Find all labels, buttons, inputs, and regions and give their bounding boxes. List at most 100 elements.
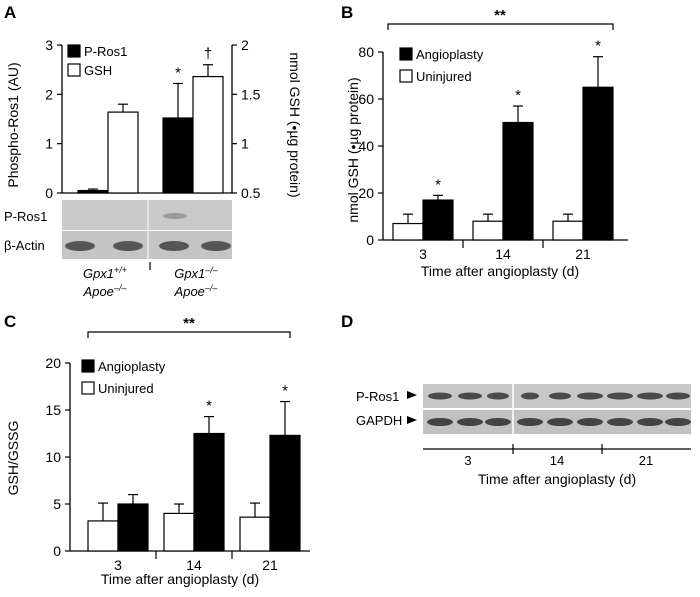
a-plot-area: 0 1 2 3 0.5 1 1.5 2 * † P-Ros1 GSH	[45, 37, 260, 201]
c-bar-angioplasty	[269, 434, 301, 552]
a-left-axis-label: Phospho-Ros1 (AU)	[5, 62, 21, 187]
c-y-axis-label: GSH/GSSG	[5, 421, 21, 496]
c-significance-label: **	[183, 315, 195, 332]
panel-d: D P-Ros1 GAPDH 3 14 21 Time after angiop…	[341, 312, 691, 487]
c-x-tick-label: 3	[114, 557, 122, 573]
panel-letter-b: B	[341, 3, 353, 22]
a-right-tick-label: 1.5	[241, 86, 261, 102]
b-bar-uninjured	[472, 220, 504, 241]
c-legend-uninjured-swatch	[81, 381, 95, 395]
d-band-gapdh	[485, 418, 511, 426]
d-band-p-ros1	[521, 392, 539, 400]
panel-letter-d: D	[341, 312, 353, 331]
a-right-tick-label: 0.5	[241, 185, 261, 201]
a-genotype-1-gpx: Gpx1+/+	[83, 265, 127, 281]
a-blot-band-actin-1	[65, 241, 95, 251]
b-y-axis-label: nmol GSH (•µg protein)	[345, 77, 361, 222]
a-blot-strip-p-ros1	[62, 200, 232, 230]
c-bar-uninjured	[87, 520, 119, 552]
c-y-tick-label: 5	[53, 496, 61, 512]
b-legend-angioplasty-swatch	[399, 47, 413, 61]
c-x-tick-label: 14	[186, 557, 202, 573]
b-significance-bracket: **	[387, 7, 614, 30]
d-band-p-ros1	[549, 392, 571, 400]
d-band-gapdh	[637, 418, 663, 426]
b-bar-angioplasty	[502, 121, 534, 241]
d-band-p-ros1	[487, 392, 509, 400]
panel-letter-a: A	[4, 3, 16, 22]
b-y-tick-label: 20	[358, 185, 374, 201]
a-blot-band-p-ros1	[163, 213, 187, 219]
d-band-gapdh	[547, 418, 573, 426]
b-y-tick-label: 40	[358, 138, 374, 154]
b-bar-angioplasty	[582, 86, 614, 241]
a-legend-p-ros1-label: P-Ros1	[84, 44, 127, 59]
c-significance-star: *	[282, 383, 288, 400]
b-bar-uninjured	[552, 220, 584, 241]
d-band-p-ros1	[666, 392, 690, 400]
b-legend-uninjured-swatch	[399, 69, 413, 83]
a-bar-p-ros1	[77, 189, 109, 194]
a-blot-label-actin: β-Actin	[4, 238, 45, 253]
a-significance-mark: *	[175, 64, 181, 81]
panel-b: B nmol GSH (•µg protein) Time after angi…	[341, 3, 628, 279]
c-plot-area: 0 5 10 15 20 3 14 21 * * Angioplasty Uninjured	[45, 355, 310, 573]
d-band-gapdh	[665, 418, 691, 426]
a-right-tick-label: 1	[241, 136, 249, 152]
d-blot-label-gapdh: GAPDH	[356, 413, 402, 428]
c-x-tick-label: 21	[262, 557, 278, 573]
a-genotype-1-apoe: Apoe–/–	[83, 283, 128, 299]
d-arrow-p-ros1-icon	[407, 391, 417, 399]
b-y-tick-label: 60	[358, 91, 374, 107]
a-right-tick-label: 2	[241, 37, 249, 53]
a-blot-band-actin-4	[201, 241, 231, 251]
a-significance-mark: †	[204, 46, 212, 63]
a-western-blot: P-Ros1 β-Actin	[4, 200, 232, 259]
d-lane-label-14: 14	[550, 453, 564, 468]
b-y-tick-label: 80	[358, 44, 374, 60]
b-legend-angioplasty-label: Angioplasty	[416, 47, 484, 62]
a-bar-p-ros1	[162, 117, 194, 194]
b-significance-star: *	[595, 38, 601, 55]
a-genotype-2-gpx: Gpx1–/–	[174, 265, 219, 281]
b-x-tick-label: 3	[419, 246, 427, 262]
panel-letter-c: C	[4, 312, 16, 331]
d-band-p-ros1	[577, 392, 603, 400]
d-band-gapdh	[427, 418, 453, 426]
c-bar-uninjured	[163, 512, 195, 552]
a-legend-gsh-swatch	[67, 63, 81, 77]
d-x-axis-label: Time after angioplasty (d)	[478, 471, 636, 487]
a-genotype-2-apoe: Apoe–/–	[174, 283, 219, 299]
d-band-gapdh	[457, 418, 483, 426]
c-y-tick-label: 0	[53, 543, 61, 559]
c-y-tick-label: 15	[45, 402, 61, 418]
c-bar-angioplasty	[193, 432, 225, 552]
b-x-axis-label: Time after angioplasty (d)	[421, 263, 579, 279]
a-bar-gsh	[107, 111, 139, 194]
d-band-gapdh	[517, 418, 543, 426]
d-lane-label-21: 21	[639, 453, 653, 468]
c-y-tick-label: 20	[45, 355, 61, 371]
a-blot-band-actin-3	[159, 241, 189, 251]
a-bar-gsh	[192, 75, 224, 194]
a-legend-p-ros1-swatch	[67, 44, 81, 58]
c-legend-angioplasty-swatch	[81, 359, 95, 373]
d-band-p-ros1	[607, 392, 633, 400]
panel-a: A Phospho-Ros1 (AU) nmol GSH (•µg protei…	[4, 3, 303, 299]
d-band-p-ros1	[428, 392, 452, 400]
c-x-axis-label: Time after angioplasty (d)	[101, 571, 259, 587]
c-significance-star: *	[206, 398, 212, 415]
d-band-p-ros1	[637, 392, 663, 400]
a-left-tick-label: 2	[45, 86, 53, 102]
b-plot-area: 0 20 40 60 80 3 14 21 * * * Angioplasty Uninjured	[358, 38, 628, 262]
c-legend-uninjured-label: Uninjured	[98, 381, 154, 396]
a-blot-band-actin-2	[113, 241, 143, 251]
d-band-gapdh	[607, 418, 633, 426]
d-blot-bands	[427, 392, 691, 426]
d-lane-label-3: 3	[464, 453, 471, 468]
b-x-tick-label: 21	[575, 246, 591, 262]
a-left-tick-label: 3	[45, 37, 53, 53]
b-significance-label: **	[494, 7, 506, 24]
panel-c: C GSH/GSSG Time after angioplasty (d) **…	[4, 312, 310, 587]
c-bar-angioplasty	[117, 503, 149, 552]
